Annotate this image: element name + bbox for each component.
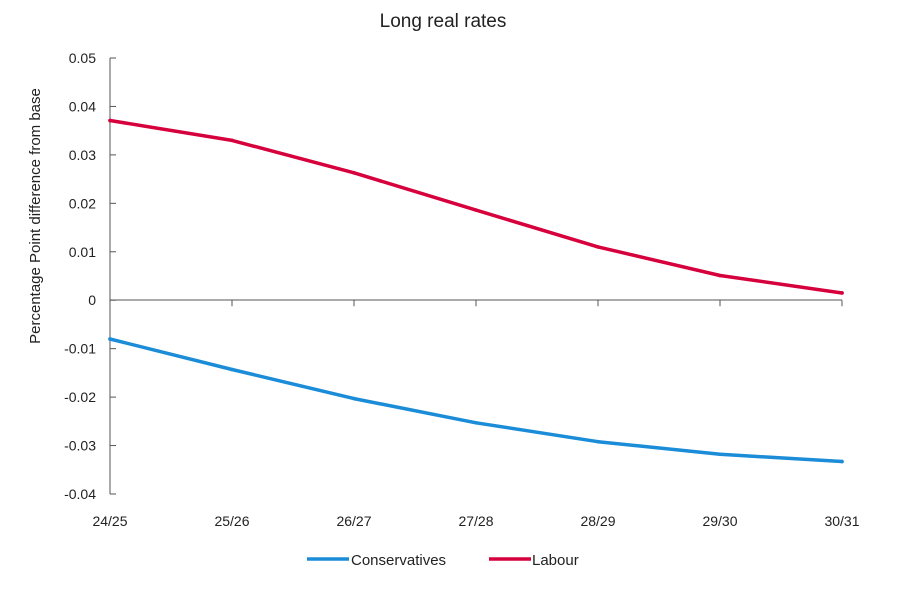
x-tick-label: 27/28 <box>458 513 493 529</box>
y-tick-label: 0.01 <box>69 244 96 260</box>
data-point-conservatives <box>596 439 600 444</box>
chart-title: Long real rates <box>380 11 507 32</box>
data-point-labour <box>474 208 478 212</box>
x-tick-label: 24/25 <box>92 513 127 529</box>
data-point-conservatives <box>840 459 844 464</box>
legend-label-labour: Labour <box>532 552 579 569</box>
data-point-labour <box>840 291 844 295</box>
y-tick-label: 0.05 <box>69 50 96 66</box>
data-point-labour <box>718 273 722 278</box>
series-line-conservatives <box>108 337 844 464</box>
y-tick-label: 0.02 <box>69 195 96 211</box>
y-tick-label: 0.03 <box>69 147 96 163</box>
data-point-labour <box>596 245 600 249</box>
data-point-labour <box>108 118 112 123</box>
y-ticks: 0.05 0.04 0.03 0.02 0.01 0 -0.01 -0.02 -0.03 -0.0… <box>64 50 116 502</box>
x-ticks: 24/25 25/26 26/27 27/28 28/29 29/30 30/31 <box>92 300 860 529</box>
y-tick-label: -0.02 <box>64 389 96 405</box>
y-tick-label: -0.04 <box>64 486 96 502</box>
y-tick-label: 0 <box>88 292 96 308</box>
x-tick-label: 29/30 <box>702 513 737 529</box>
data-point-conservatives <box>230 367 234 372</box>
series-line-labour <box>108 118 844 295</box>
legend-label-conservatives: Conservatives <box>351 552 446 569</box>
x-tick-label: 28/29 <box>580 513 615 529</box>
y-tick-label: -0.01 <box>64 341 96 357</box>
series-lines <box>108 118 844 464</box>
y-axis-label: Percentage Point difference from base <box>27 88 44 344</box>
data-point-conservatives <box>352 396 356 401</box>
y-tick-label: 0.04 <box>69 98 96 114</box>
x-tick-label: 26/27 <box>336 513 371 529</box>
y-tick-label: -0.03 <box>64 438 96 454</box>
data-point-conservatives <box>718 452 722 457</box>
data-point-labour <box>230 138 234 143</box>
x-tick-label: 30/31 <box>824 513 859 529</box>
data-point-conservatives <box>474 420 478 425</box>
x-tick-label: 25/26 <box>214 513 249 529</box>
legend: Conservatives Labour <box>307 552 579 569</box>
data-point-labour <box>352 171 356 175</box>
data-point-conservatives <box>108 337 112 341</box>
